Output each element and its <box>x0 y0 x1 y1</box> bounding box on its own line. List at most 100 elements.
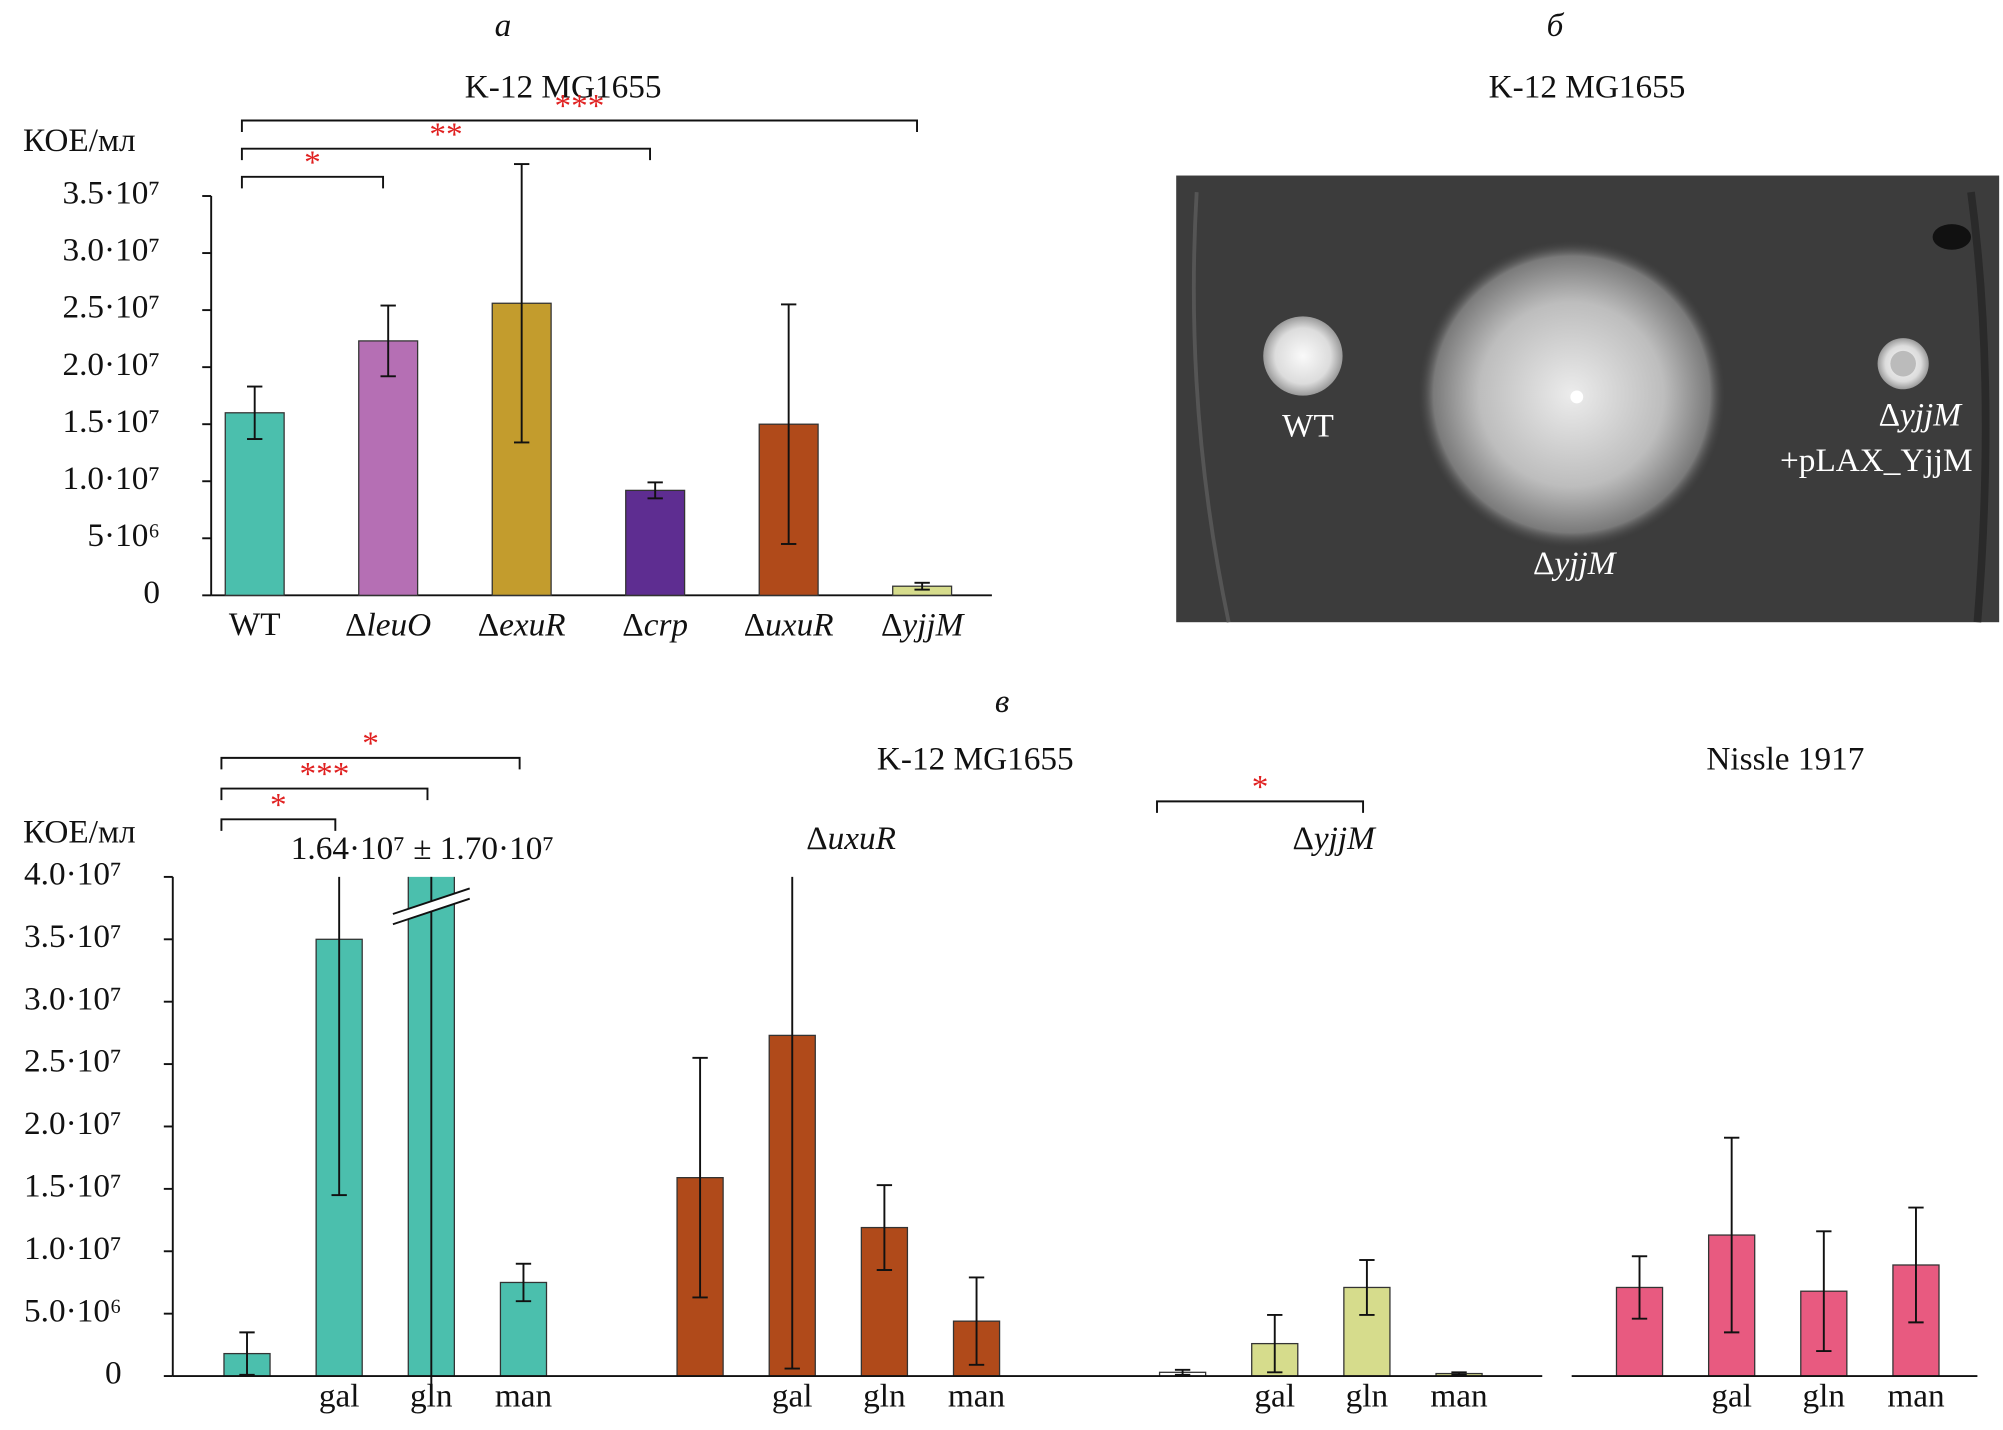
significance-bracket <box>240 147 652 161</box>
error-bar <box>692 1056 708 1299</box>
error-bar <box>247 385 263 440</box>
y-tick-label: 0 <box>143 574 160 611</box>
axis-break <box>392 897 471 926</box>
photo-label: +pLAX_YjjM <box>1780 442 1972 479</box>
x-tick-label: ΔyjjM <box>881 606 966 643</box>
group-label: ΔyjjM <box>1292 820 1377 857</box>
significance-label: * <box>304 144 321 181</box>
y-tick-label: 4.0·10⁷ <box>24 856 122 893</box>
significance-bracket <box>1156 800 1365 813</box>
colony <box>1263 316 1343 396</box>
x-tick-label: man <box>948 1378 1006 1415</box>
x-tick-label: ΔuxuR <box>744 606 834 643</box>
y-tick-label: 2.5·10⁷ <box>24 1043 122 1080</box>
x-tick-label: man <box>1430 1378 1488 1415</box>
significance-label: * <box>270 786 287 823</box>
x-tick-label: gal <box>772 1378 813 1415</box>
x-tick-label: Δcrp <box>622 606 688 643</box>
error-bar <box>1816 1230 1832 1353</box>
chart-title: K-12 MG1655 <box>465 68 662 105</box>
significance-bracket <box>220 756 521 770</box>
y-tick-label: 2.0·10⁷ <box>24 1105 122 1142</box>
y-tick-label: 3.5·10⁷ <box>62 175 160 212</box>
axis-break <box>392 887 471 915</box>
axis-break <box>392 888 470 925</box>
x-tick-label: ΔexuR <box>478 606 566 643</box>
significance-bracket <box>220 787 429 801</box>
y-tick-label: 3.5·10⁷ <box>24 918 122 955</box>
panel-letter: в <box>995 683 1009 720</box>
error-bar <box>515 1262 532 1303</box>
error-bar <box>1267 1313 1283 1374</box>
y-axis-label: КОЕ/мл <box>23 813 136 850</box>
y-tick-label: 1.0·10⁷ <box>24 1230 122 1267</box>
significance-label: *** <box>299 756 349 793</box>
x-tick-label: gal <box>1254 1378 1295 1415</box>
panel-letter: а <box>495 7 512 44</box>
error-bar <box>1631 1255 1648 1320</box>
significance-bracket <box>240 119 918 133</box>
significance-label: * <box>1252 769 1269 806</box>
y-tick-label: 1.0·10⁷ <box>62 460 160 497</box>
bar <box>625 489 686 596</box>
y-tick-label: 1.5·10⁷ <box>62 403 160 440</box>
x-tick-label: gal <box>319 1378 360 1415</box>
error-bar <box>968 1276 985 1366</box>
x-tick-label: ΔleuO <box>345 606 431 643</box>
error-bar <box>784 876 800 1370</box>
significance-label: *** <box>555 88 605 125</box>
chart-title: K-12 MG1655 <box>877 740 1074 777</box>
plate-edge <box>1967 191 1990 623</box>
colony-center <box>1570 390 1584 404</box>
error-bar <box>914 581 930 591</box>
error-bar <box>1908 1206 1924 1324</box>
plate-edge <box>1191 192 1231 623</box>
group-label: ΔuxuR <box>806 820 896 857</box>
error-bar <box>239 1331 255 1376</box>
y-tick-label: 2.5·10⁷ <box>62 289 160 326</box>
panel-letter: б <box>1547 7 1565 44</box>
error-bar <box>513 163 530 444</box>
y-axis-label: КОЕ/мл <box>23 122 136 159</box>
x-tick-label: gln <box>410 1378 453 1415</box>
error-bar <box>1359 1259 1375 1316</box>
error-bar <box>647 481 663 500</box>
colony-center <box>1890 350 1916 377</box>
x-tick-label: man <box>1887 1378 1945 1415</box>
error-bar <box>1174 1368 1191 1376</box>
error-bar <box>876 1184 893 1271</box>
photo-label: ΔyjjM <box>1533 545 1618 582</box>
chart-title: Nissle 1917 <box>1706 740 1864 777</box>
error-bar <box>1451 1371 1467 1376</box>
photo-label: ΔyjjM <box>1879 396 1964 433</box>
photo-label: WT <box>1282 408 1334 445</box>
y-tick-label: 1.5·10⁷ <box>24 1168 122 1205</box>
error-bar <box>380 304 396 378</box>
y-tick-label: 5.0·10⁶ <box>24 1292 122 1329</box>
x-tick-label: gln <box>863 1378 906 1415</box>
x-tick-label: gln <box>1346 1378 1389 1415</box>
panel-title: K-12 MG1655 <box>1489 68 1686 105</box>
error-bar <box>331 876 347 1197</box>
bar <box>358 340 419 596</box>
spot-dark <box>1932 224 1972 250</box>
x-tick-label: man <box>495 1378 553 1415</box>
y-tick-label: 5·10⁶ <box>87 517 160 554</box>
photo-panel <box>1176 175 2000 623</box>
x-tick-label: gln <box>1803 1378 1846 1415</box>
x-tick-label: gal <box>1711 1378 1752 1415</box>
error-bar <box>780 303 797 545</box>
significance-label: ** <box>429 116 462 153</box>
plot-area <box>223 876 1940 1389</box>
significance-bracket <box>240 175 385 189</box>
annotation: 1.64·10⁷ ± 1.70·10⁷ <box>291 830 554 867</box>
y-tick-label: 2.0·10⁷ <box>62 346 160 383</box>
bar <box>224 412 285 596</box>
significance-bracket <box>220 818 337 831</box>
error-bar <box>1723 1136 1740 1334</box>
y-tick-label: 3.0·10⁷ <box>62 232 160 269</box>
x-tick-label: WT <box>229 606 281 643</box>
y-tick-label: 3.0·10⁷ <box>24 980 122 1017</box>
